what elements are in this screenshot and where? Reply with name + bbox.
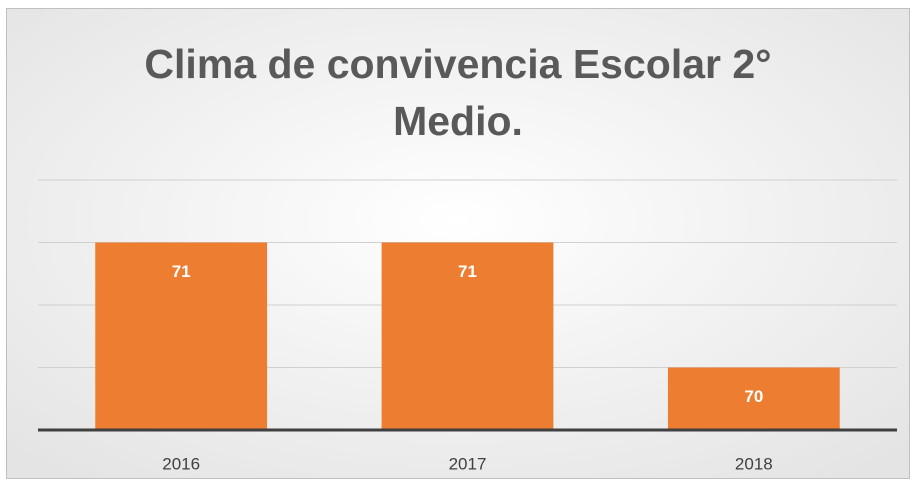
bar xyxy=(667,367,840,430)
x-tick-label: 2016 xyxy=(162,454,200,473)
x-tick-label: 2018 xyxy=(735,454,773,473)
data-label: 70 xyxy=(744,387,763,406)
data-label: 71 xyxy=(172,262,191,281)
chart-title: Clima de convivencia Escolar 2° Medio. xyxy=(144,41,772,144)
x-tick-label: 2017 xyxy=(449,454,487,473)
bar xyxy=(95,242,268,430)
bar xyxy=(381,242,554,430)
data-label: 71 xyxy=(458,262,477,281)
